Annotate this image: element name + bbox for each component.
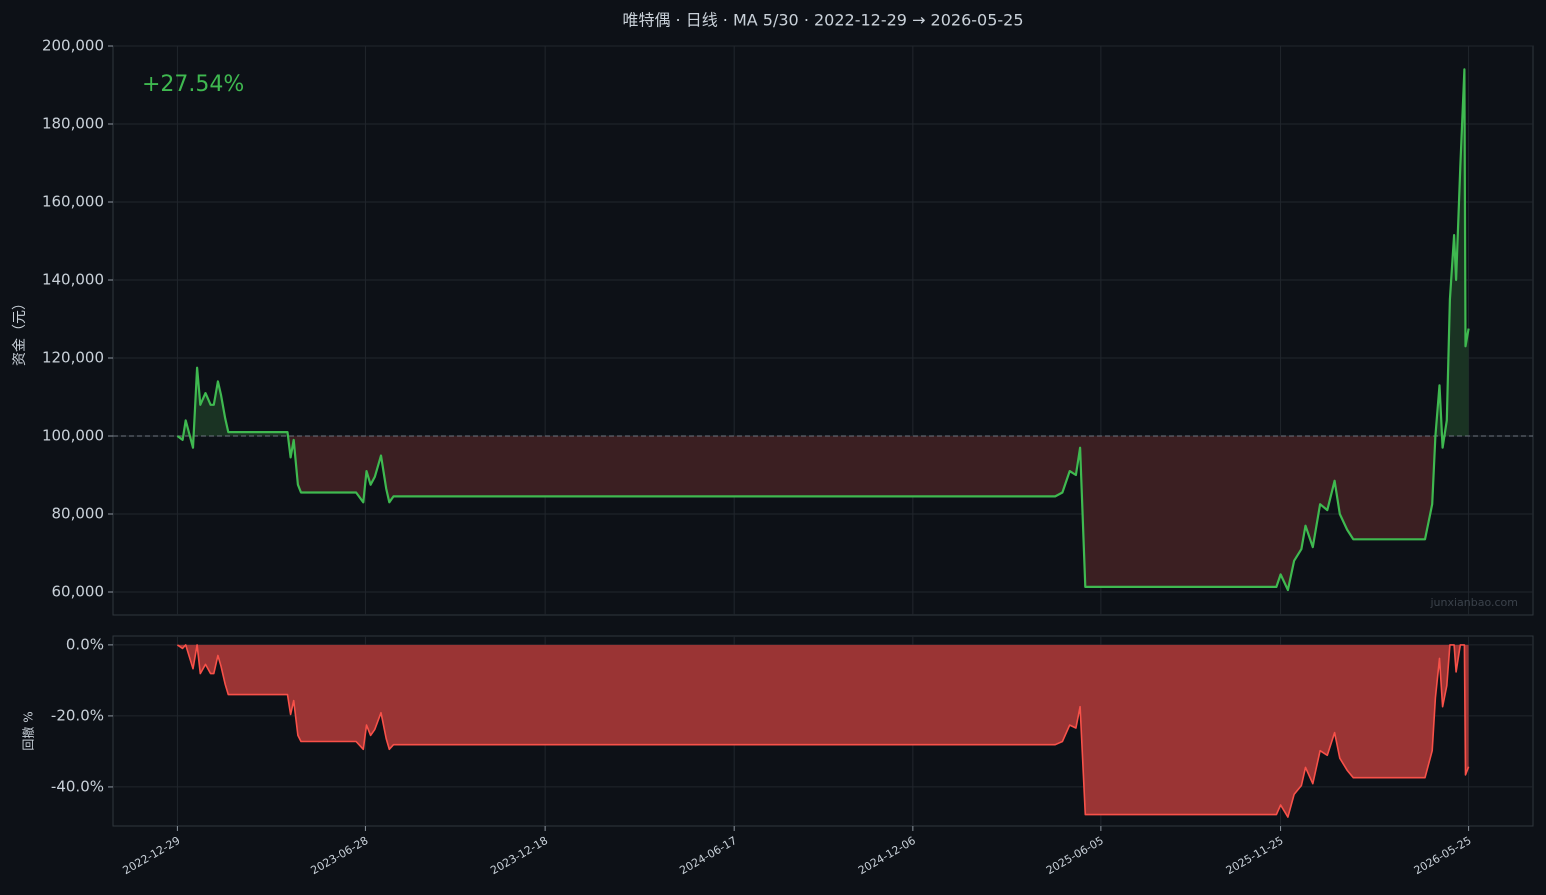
loss-area bbox=[177, 435, 1469, 590]
y-tick-label: 0.0% bbox=[66, 635, 104, 653]
y-tick-label: 180,000 bbox=[42, 114, 104, 132]
chart-title: 唯特偶 · 日线 · MA 5/30 · 2022-12-29 → 2026-0… bbox=[622, 11, 1023, 30]
return-annotation: +27.54% bbox=[142, 72, 244, 97]
watermark: junxianbao.com bbox=[1429, 596, 1518, 609]
y-tick-label: 60,000 bbox=[52, 582, 105, 600]
y-tick-label: 140,000 bbox=[42, 270, 104, 288]
y-axis-label: 资金（元） bbox=[12, 296, 28, 366]
series-line bbox=[176, 68, 1470, 592]
y-tick-label: 160,000 bbox=[42, 192, 104, 210]
y-tick-label: -40.0% bbox=[51, 777, 104, 795]
y-tick-label: 120,000 bbox=[42, 348, 104, 366]
y-tick-label: 200,000 bbox=[42, 37, 104, 55]
y-tick-label: 80,000 bbox=[52, 504, 105, 522]
drawdown-area bbox=[177, 644, 1469, 818]
plot-area bbox=[112, 45, 1534, 616]
y-tick-label: 100,000 bbox=[42, 426, 104, 444]
y-tick-label: -20.0% bbox=[51, 706, 104, 724]
y-axis-label: 回撤 % bbox=[21, 711, 36, 750]
series-line bbox=[176, 644, 1470, 818]
